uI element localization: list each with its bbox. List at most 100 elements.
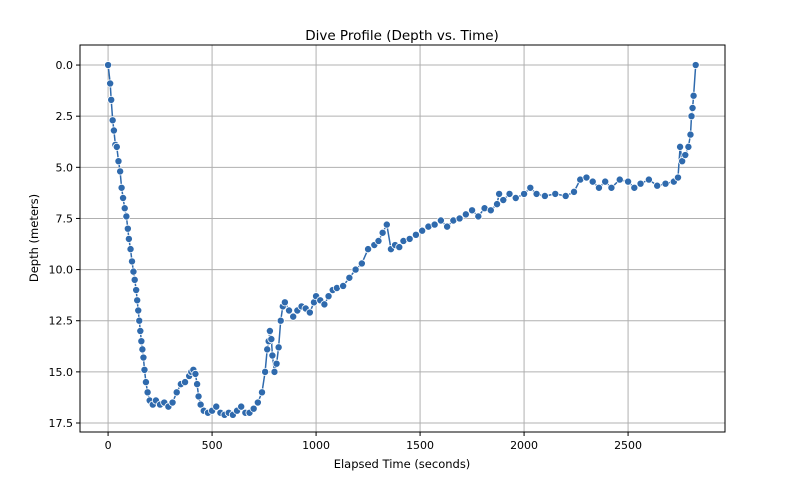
data-point bbox=[181, 378, 190, 387]
data-point bbox=[644, 175, 653, 184]
y-tick-label: 0.0 bbox=[56, 59, 74, 72]
data-point bbox=[289, 312, 298, 321]
data-point bbox=[378, 228, 387, 237]
data-point bbox=[263, 345, 272, 354]
data-point bbox=[678, 157, 687, 166]
data-point bbox=[133, 296, 142, 305]
data-point bbox=[624, 177, 633, 186]
data-point bbox=[405, 234, 414, 243]
data-point bbox=[114, 157, 123, 166]
data-point bbox=[474, 212, 483, 221]
data-point bbox=[107, 95, 116, 104]
y-axis-ticks: 0.0 2.5 5.0 7.5 10.0 12.5 15.0 17.5 bbox=[49, 59, 80, 430]
data-point bbox=[686, 130, 695, 139]
data-point bbox=[411, 230, 420, 239]
x-tick-label: 1500 bbox=[406, 439, 434, 452]
data-point bbox=[540, 191, 549, 200]
data-point bbox=[430, 220, 439, 229]
data-point bbox=[123, 224, 132, 233]
data-point bbox=[661, 179, 670, 188]
data-point bbox=[493, 200, 502, 209]
data-point bbox=[526, 183, 535, 192]
data-point bbox=[193, 380, 202, 389]
data-point bbox=[443, 222, 452, 231]
data-point bbox=[117, 183, 126, 192]
y-tick-label: 12.5 bbox=[49, 315, 74, 328]
data-point bbox=[395, 243, 404, 252]
x-axis-label: Elapsed Time (seconds) bbox=[334, 457, 471, 471]
data-point bbox=[249, 404, 258, 413]
data-point bbox=[468, 206, 477, 215]
data-point bbox=[601, 177, 610, 186]
y-tick-label: 10.0 bbox=[49, 264, 74, 277]
y-tick-label: 17.5 bbox=[49, 417, 74, 430]
grid bbox=[80, 45, 725, 432]
y-tick-label: 7.5 bbox=[56, 212, 74, 225]
data-point bbox=[681, 151, 690, 160]
data-point bbox=[253, 398, 262, 407]
plot-frame bbox=[79, 44, 726, 433]
data-point bbox=[520, 189, 529, 198]
series-depth bbox=[104, 61, 700, 419]
data-point bbox=[270, 367, 279, 376]
data-point bbox=[172, 388, 181, 397]
data-point bbox=[495, 189, 504, 198]
data-point bbox=[112, 142, 121, 151]
data-point bbox=[382, 220, 391, 229]
data-point bbox=[461, 210, 470, 219]
data-point bbox=[124, 234, 133, 243]
data-point bbox=[345, 273, 354, 282]
data-point bbox=[139, 353, 148, 362]
data-point bbox=[129, 267, 138, 276]
y-tick-label: 2.5 bbox=[56, 110, 74, 123]
data-point bbox=[120, 204, 129, 213]
data-point bbox=[168, 398, 177, 407]
data-point bbox=[109, 126, 118, 135]
data-point bbox=[569, 187, 578, 196]
data-point bbox=[237, 402, 246, 411]
data-point bbox=[191, 369, 200, 378]
data-point bbox=[351, 265, 360, 274]
data-point bbox=[673, 173, 682, 182]
x-tick-label: 1000 bbox=[302, 439, 330, 452]
data-point bbox=[116, 167, 125, 176]
data-point bbox=[364, 245, 373, 254]
data-point bbox=[418, 226, 427, 235]
data-point bbox=[274, 343, 283, 352]
data-point bbox=[194, 392, 203, 401]
data-point bbox=[268, 351, 277, 360]
data-point bbox=[499, 196, 508, 205]
data-point bbox=[630, 183, 639, 192]
y-axis-label: Depth (meters) bbox=[27, 194, 41, 282]
data-point bbox=[132, 286, 141, 295]
data-point bbox=[261, 367, 270, 376]
data-point bbox=[136, 326, 145, 335]
data-point bbox=[134, 306, 143, 315]
data-point bbox=[276, 316, 285, 325]
data-point bbox=[691, 61, 700, 70]
data-point bbox=[594, 183, 603, 192]
x-tick-label: 0 bbox=[105, 439, 112, 452]
data-point bbox=[561, 191, 570, 200]
data-point bbox=[551, 189, 560, 198]
data-point bbox=[265, 326, 274, 335]
data-point bbox=[267, 335, 276, 344]
data-point bbox=[122, 212, 131, 221]
data-point bbox=[196, 400, 205, 409]
data-point bbox=[138, 345, 147, 354]
data-point bbox=[684, 142, 693, 151]
data-point bbox=[127, 257, 136, 266]
data-point bbox=[137, 337, 146, 346]
data-point bbox=[140, 365, 149, 374]
data-point bbox=[607, 183, 616, 192]
data-point bbox=[320, 300, 329, 309]
data-point bbox=[108, 116, 117, 125]
data-point bbox=[212, 402, 221, 411]
data-point bbox=[106, 79, 115, 88]
x-tick-label: 500 bbox=[202, 439, 223, 452]
data-point bbox=[689, 91, 698, 100]
data-point bbox=[486, 206, 495, 215]
data-point bbox=[104, 61, 113, 70]
data-point bbox=[130, 275, 139, 284]
